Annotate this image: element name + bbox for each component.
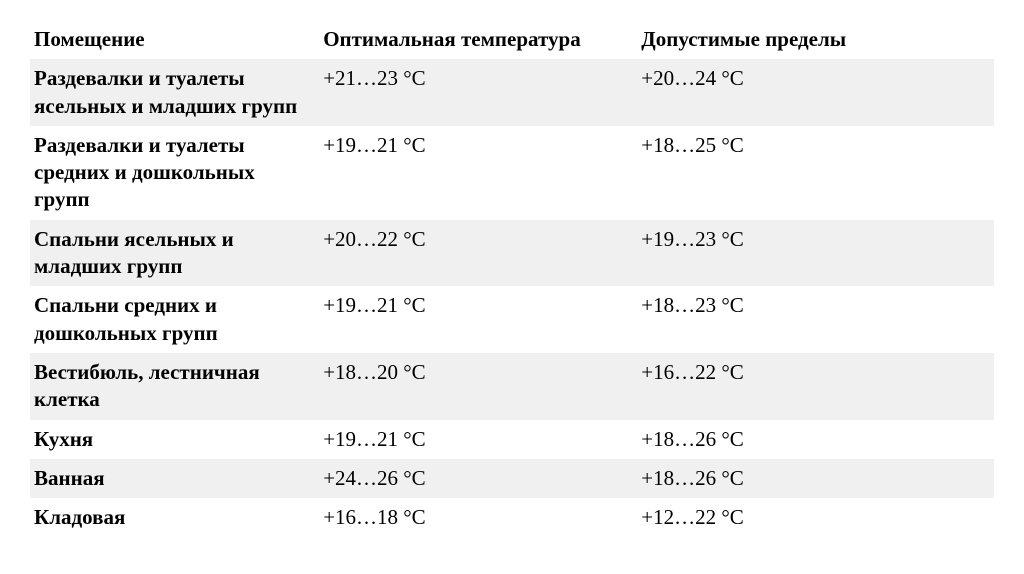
cell-room: Вестибюль, лестничная клетка (30, 353, 319, 420)
cell-allowed: +19…23 °C (637, 220, 994, 287)
cell-allowed: +20…24 °C (637, 59, 994, 126)
table-row: Раздевалки и туалеты ясельных и младших … (30, 59, 994, 126)
temperature-table: Помещение Оптимальная температура Допуст… (30, 20, 994, 537)
cell-room: Раздевалки и туалеты средних и дошкольны… (30, 126, 319, 220)
cell-optimal: +18…20 °C (319, 353, 637, 420)
cell-optimal: +19…21 °C (319, 126, 637, 220)
table-row: Спальни средних и дошкольных групп +19…2… (30, 286, 994, 353)
cell-optimal: +20…22 °C (319, 220, 637, 287)
cell-optimal: +21…23 °C (319, 59, 637, 126)
table-row: Кухня +19…21 °C +18…26 °C (30, 420, 994, 459)
cell-optimal: +19…21 °C (319, 286, 637, 353)
table-row: Ванная +24…26 °C +18…26 °C (30, 459, 994, 498)
cell-allowed: +18…23 °C (637, 286, 994, 353)
table-row: Вестибюль, лестничная клетка +18…20 °C +… (30, 353, 994, 420)
col-header-allowed: Допустимые пределы (637, 20, 994, 59)
table-header-row: Помещение Оптимальная температура Допуст… (30, 20, 994, 59)
table-body: Раздевалки и туалеты ясельных и младших … (30, 59, 994, 537)
table-row: Раздевалки и туалеты средних и дошкольны… (30, 126, 994, 220)
col-header-room: Помещение (30, 20, 319, 59)
cell-allowed: +12…22 °C (637, 498, 994, 537)
col-header-optimal: Оптимальная температура (319, 20, 637, 59)
cell-room: Ванная (30, 459, 319, 498)
cell-optimal: +16…18 °C (319, 498, 637, 537)
cell-room: Спальни средних и дошкольных групп (30, 286, 319, 353)
cell-room: Спальни ясельных и младших групп (30, 220, 319, 287)
cell-allowed: +18…26 °C (637, 459, 994, 498)
cell-allowed: +16…22 °C (637, 353, 994, 420)
table-row: Спальни ясельных и младших групп +20…22 … (30, 220, 994, 287)
table-row: Кладовая +16…18 °C +12…22 °C (30, 498, 994, 537)
cell-room: Кухня (30, 420, 319, 459)
cell-optimal: +19…21 °C (319, 420, 637, 459)
cell-room: Кладовая (30, 498, 319, 537)
cell-room: Раздевалки и туалеты ясельных и младших … (30, 59, 319, 126)
cell-allowed: +18…26 °C (637, 420, 994, 459)
cell-allowed: +18…25 °C (637, 126, 994, 220)
cell-optimal: +24…26 °C (319, 459, 637, 498)
